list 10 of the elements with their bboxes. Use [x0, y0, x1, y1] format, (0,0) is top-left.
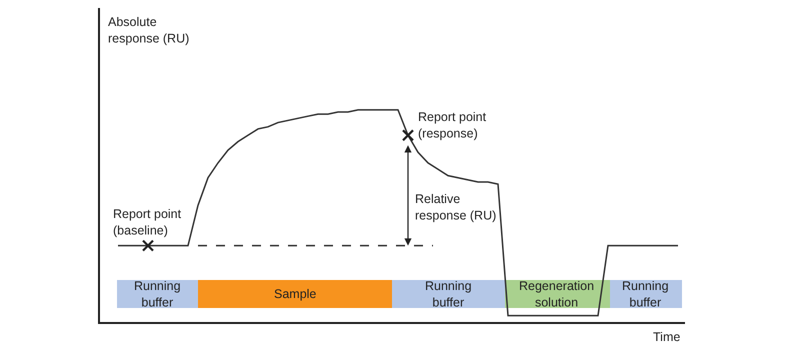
annotation: Running buffer	[134, 279, 181, 310]
annotation: Running buffer	[622, 279, 669, 310]
annotation: Report point (baseline)	[113, 207, 182, 238]
text: Absolute response (RU)	[108, 15, 190, 46]
annotation: Regeneration solution	[519, 279, 594, 310]
annotation: Relative response (RU)	[415, 192, 496, 222]
annotation: Running buffer	[425, 279, 472, 310]
annotation: Sample	[274, 287, 316, 301]
annotation: Report point (response)	[418, 110, 487, 140]
x-axis-title: Time	[653, 330, 680, 344]
